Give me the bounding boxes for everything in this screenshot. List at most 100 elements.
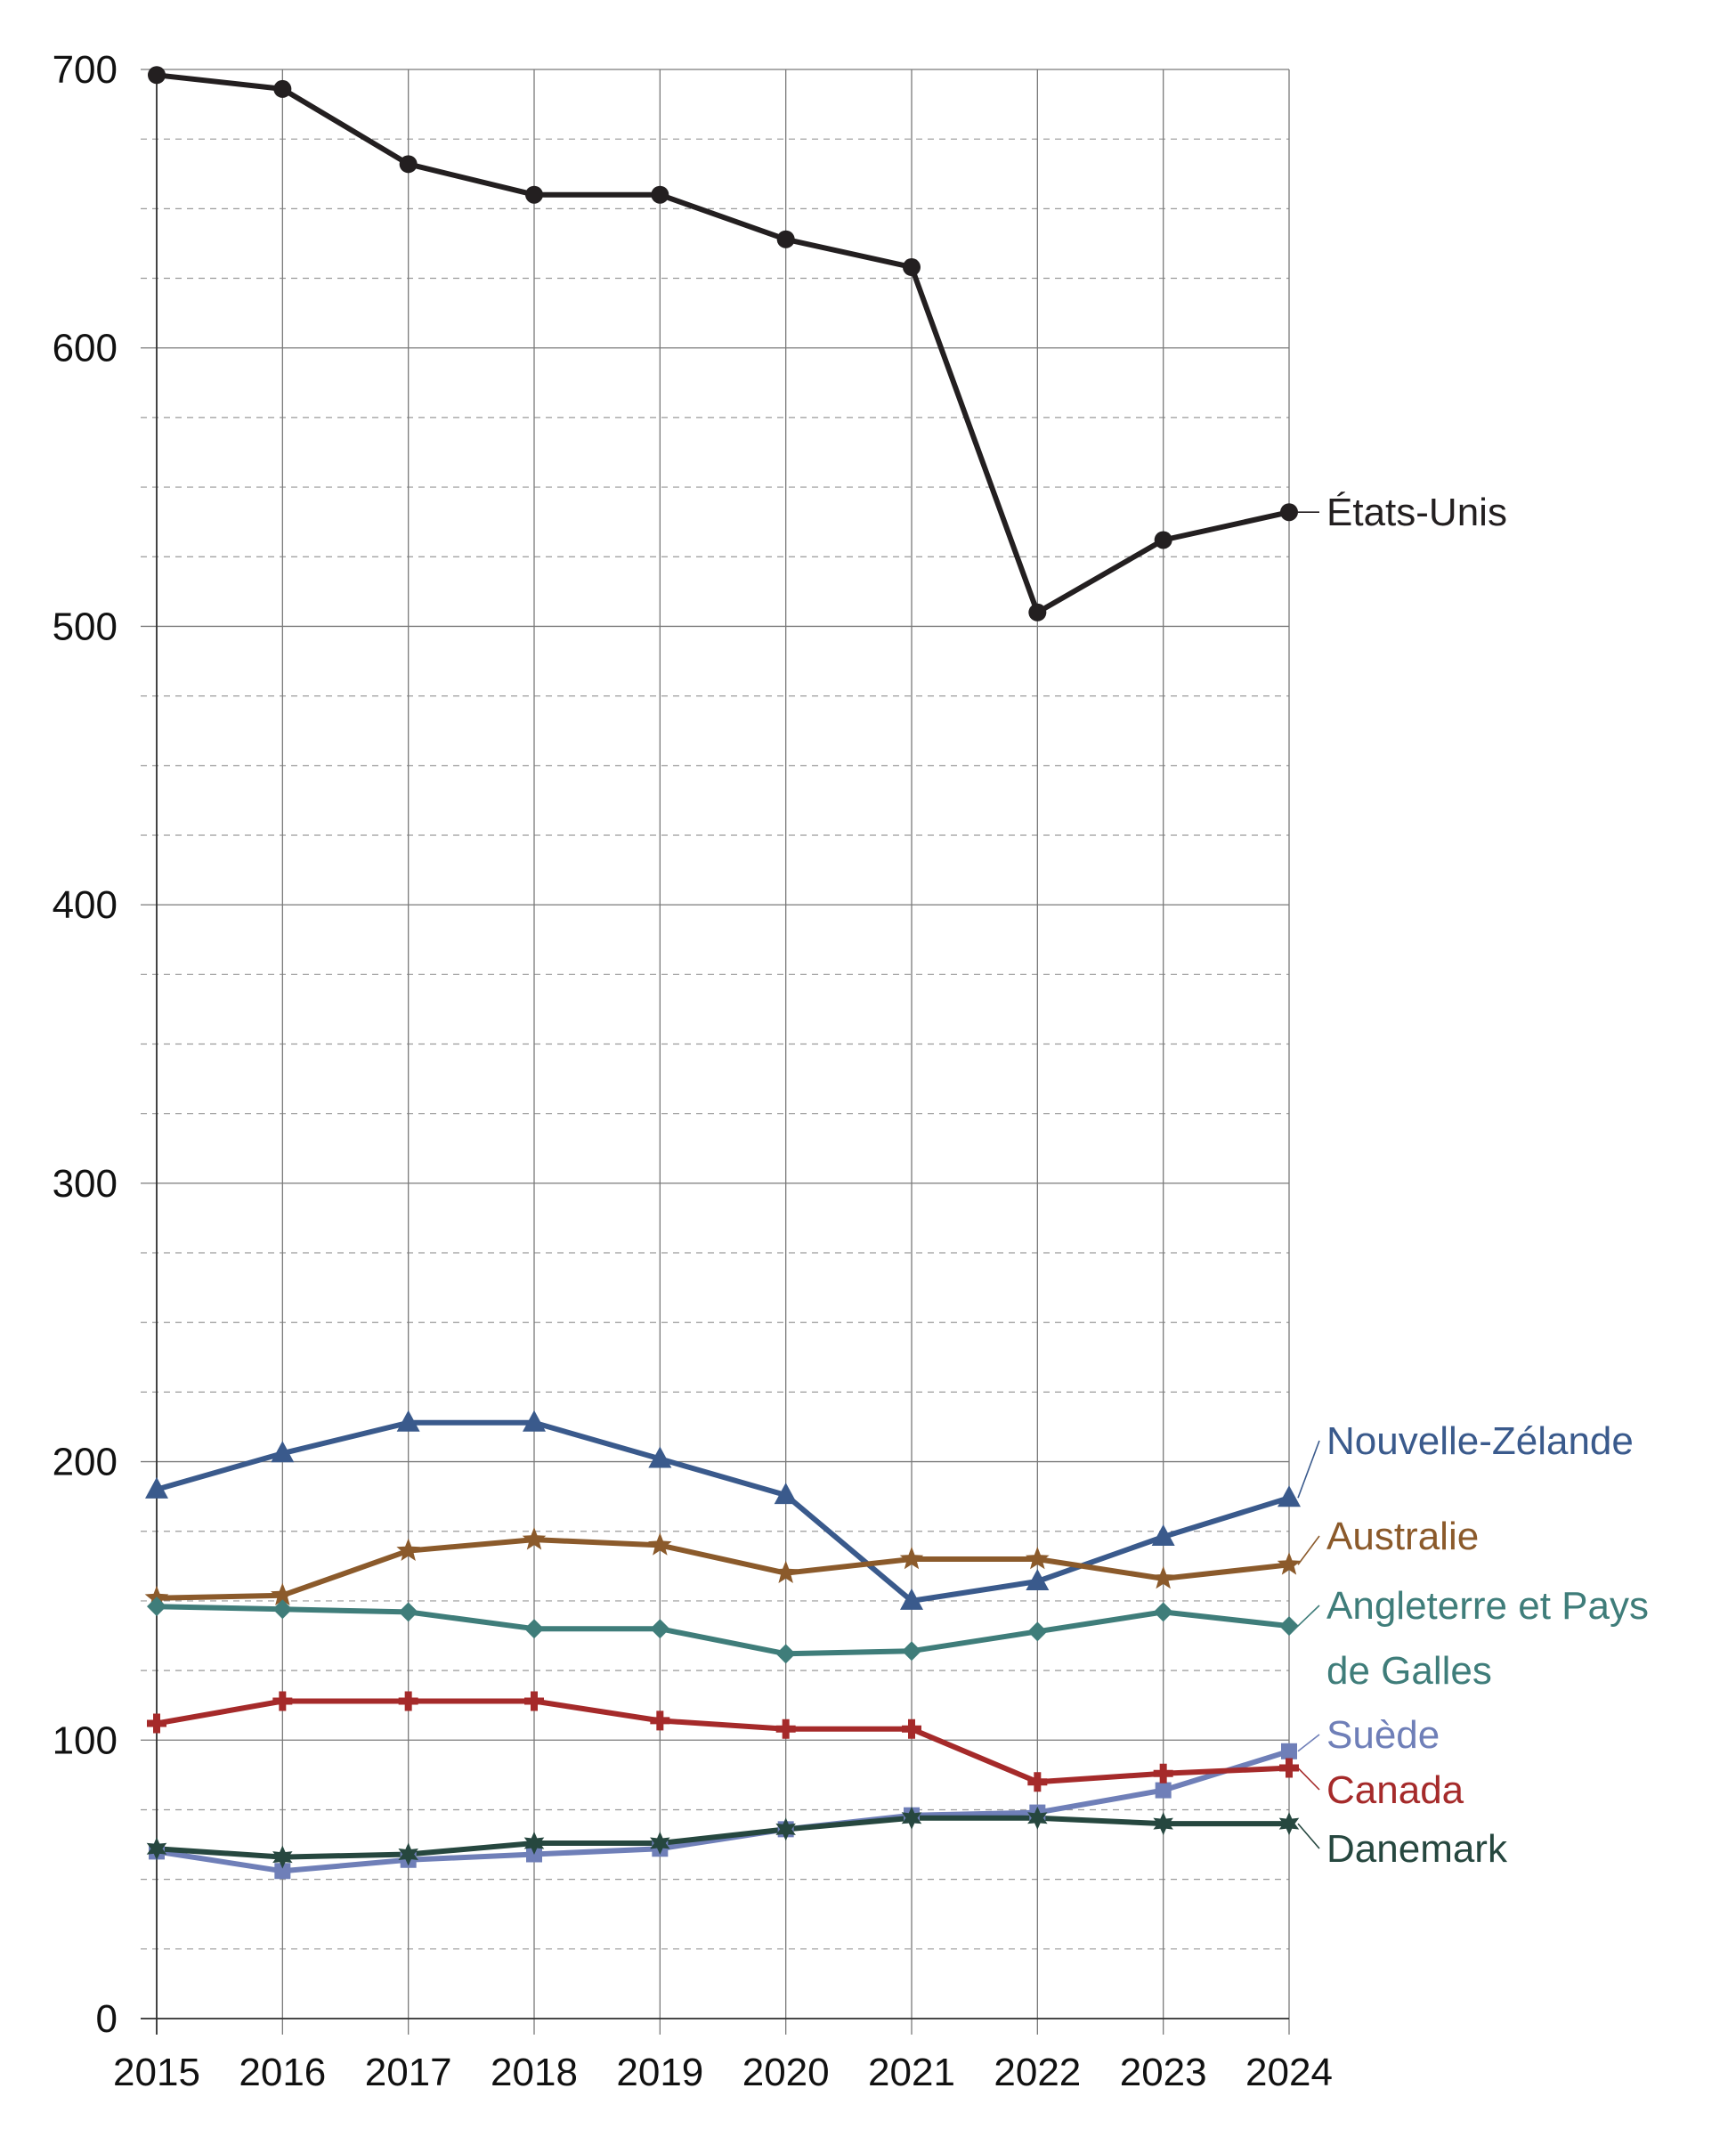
series-line bbox=[154, 1698, 1292, 1785]
data-point bbox=[271, 1441, 295, 1463]
data-point bbox=[1153, 1812, 1173, 1836]
data-point bbox=[148, 66, 166, 85]
label-leader-line bbox=[1297, 1605, 1320, 1627]
data-point bbox=[523, 1410, 546, 1432]
label-leader-line bbox=[1297, 1823, 1320, 1849]
data-point bbox=[775, 1719, 796, 1739]
x-tick-label: 2024 bbox=[1245, 2051, 1333, 2094]
data-point bbox=[147, 1713, 166, 1734]
series-label: Canada bbox=[1326, 1768, 1464, 1812]
x-tick-label: 2022 bbox=[994, 2051, 1081, 2094]
data-point bbox=[1027, 1772, 1048, 1792]
x-axis-tick-labels: 2015 2016 2017 2018 2019 2020 2021 2022 2023 2024 bbox=[113, 2051, 1333, 2094]
x-tick-label: 2018 bbox=[491, 2051, 578, 2094]
data-point bbox=[272, 1845, 293, 1869]
data-point bbox=[1277, 1552, 1302, 1575]
series-label: États-Unis bbox=[1326, 491, 1507, 534]
y-tick-label: 600 bbox=[53, 327, 118, 370]
data-point bbox=[1278, 1812, 1300, 1836]
data-point bbox=[774, 1560, 798, 1583]
data-point bbox=[774, 1483, 798, 1505]
series-line bbox=[154, 1815, 1292, 1860]
data-point bbox=[1280, 503, 1298, 522]
y-tick-label: 100 bbox=[53, 1719, 118, 1762]
data-point bbox=[396, 1538, 420, 1561]
data-point bbox=[522, 1527, 547, 1550]
series-label: Angleterre et Pays de Galles bbox=[1326, 1584, 1649, 1693]
data-point bbox=[145, 1476, 168, 1499]
label-leader-line bbox=[1297, 1440, 1320, 1499]
y-tick-label: 300 bbox=[53, 1162, 118, 1206]
data-point bbox=[524, 1619, 544, 1639]
data-point bbox=[523, 1832, 545, 1855]
data-point bbox=[1027, 1621, 1048, 1642]
x-tick-label: 2019 bbox=[616, 2051, 703, 2094]
data-point bbox=[272, 1599, 293, 1620]
data-point bbox=[1028, 603, 1047, 622]
data-point bbox=[272, 1691, 293, 1711]
series-label: Nouvelle-Zélande bbox=[1326, 1419, 1634, 1463]
series-line bbox=[154, 72, 1292, 615]
data-point bbox=[1151, 1565, 1175, 1589]
series-line bbox=[154, 1537, 1292, 1601]
series-line bbox=[154, 1604, 1292, 1657]
y-tick-label: 0 bbox=[96, 1997, 118, 2041]
data-point bbox=[1026, 1547, 1050, 1570]
data-point bbox=[146, 1837, 167, 1861]
series-label: Danemark bbox=[1326, 1827, 1508, 1871]
data-point bbox=[1155, 1782, 1172, 1799]
data-point bbox=[903, 258, 921, 277]
major-gridlines bbox=[141, 69, 1290, 2035]
data-point bbox=[651, 185, 669, 204]
y-tick-label: 700 bbox=[53, 48, 118, 92]
x-tick-label: 2015 bbox=[113, 2051, 200, 2094]
data-point bbox=[1026, 1569, 1050, 1591]
series-labels: États-Unis Nouvelle-Zélande Australie Angle… bbox=[1297, 491, 1649, 1871]
series-line bbox=[154, 1748, 1292, 1874]
data-point bbox=[271, 1582, 295, 1605]
data-point bbox=[1151, 1524, 1175, 1547]
axes bbox=[141, 69, 1289, 2035]
data-point bbox=[650, 1619, 670, 1639]
x-tick-label: 2020 bbox=[742, 2051, 830, 2094]
data-point bbox=[398, 1842, 418, 1866]
series-label: Suède bbox=[1326, 1713, 1440, 1757]
y-tick-label: 200 bbox=[53, 1441, 118, 1484]
data-point bbox=[524, 1691, 544, 1711]
x-tick-label: 2017 bbox=[365, 2051, 452, 2094]
data-point bbox=[901, 1806, 922, 1830]
data-point bbox=[398, 1602, 418, 1622]
data-point bbox=[1279, 1616, 1299, 1637]
series-lines bbox=[154, 72, 1292, 1874]
data-point bbox=[399, 155, 418, 174]
data-point bbox=[648, 1532, 672, 1556]
data-point bbox=[1027, 1806, 1048, 1830]
data-point bbox=[1279, 1758, 1299, 1778]
data-point bbox=[650, 1710, 670, 1731]
data-point bbox=[1153, 1602, 1173, 1622]
label-leader-line bbox=[1297, 1535, 1320, 1565]
y-tick-label: 400 bbox=[53, 883, 118, 927]
series-label: Australie bbox=[1326, 1515, 1479, 1558]
label-leader-line bbox=[1297, 1734, 1320, 1752]
data-point bbox=[650, 1832, 670, 1855]
data-point bbox=[899, 1547, 924, 1570]
x-tick-label: 2016 bbox=[239, 2051, 326, 2094]
data-point bbox=[776, 230, 795, 248]
y-tick-label: 500 bbox=[53, 605, 118, 648]
data-point bbox=[274, 1863, 291, 1880]
minor-gridlines bbox=[141, 138, 1289, 1950]
data-point bbox=[775, 1644, 796, 1664]
series-markers bbox=[144, 66, 1302, 1880]
data-point bbox=[648, 1446, 672, 1468]
data-point bbox=[147, 1597, 166, 1617]
data-point bbox=[775, 1817, 796, 1841]
data-point bbox=[1153, 1763, 1173, 1784]
data-point bbox=[273, 79, 292, 98]
data-point bbox=[900, 1588, 923, 1610]
x-tick-label: 2021 bbox=[868, 2051, 955, 2094]
data-point bbox=[902, 1719, 921, 1739]
data-point bbox=[398, 1691, 418, 1711]
data-point bbox=[396, 1410, 420, 1432]
